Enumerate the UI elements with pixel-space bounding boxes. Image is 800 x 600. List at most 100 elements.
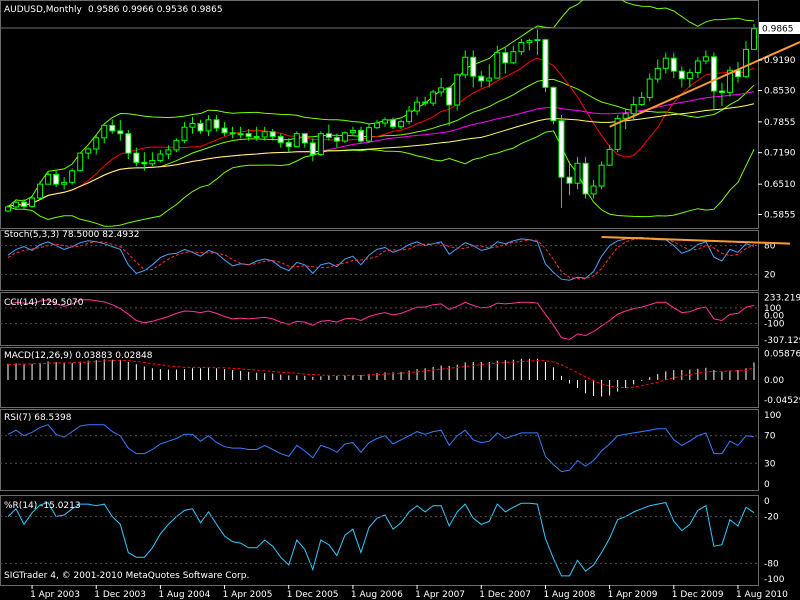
time-tick-label: 1 Dec 2005	[287, 590, 339, 600]
candle-body	[133, 152, 140, 163]
cci-line	[7, 299, 755, 340]
candle-body	[726, 69, 733, 93]
stoch-signal-line	[7, 237, 755, 280]
rsi-title: RSI(7) 68.5398	[4, 413, 72, 423]
indicator-panels: 8020233.21971000.00-100-307.1290.058760.…	[0, 235, 800, 585]
candle-body	[718, 90, 725, 93]
candle-body	[5, 206, 11, 212]
candle-body	[365, 127, 372, 142]
panel-frame-macd	[0, 347, 759, 408]
candle-body	[446, 87, 453, 106]
time-tick-label: 1 Aug 2004	[158, 590, 210, 600]
candle-body	[253, 135, 260, 138]
candle-body	[325, 133, 332, 138]
indicator-tick-label: 70	[764, 432, 776, 442]
rsi-line	[7, 424, 755, 473]
candle-body	[630, 104, 637, 115]
candle-body	[317, 133, 324, 156]
candle-body	[221, 127, 228, 134]
indicator-tick-label: -100	[764, 320, 785, 330]
candle-body	[606, 148, 613, 166]
moving-averages	[7, 57, 755, 208]
candle-body	[349, 129, 356, 134]
time-tick-label: 1 Dec 2007	[479, 590, 531, 600]
price-tick-label: 0.9190	[764, 56, 796, 66]
indicator-tick-label: -80	[764, 559, 779, 569]
symbol-label: AUDUSD,Monthly	[4, 5, 82, 15]
candle-body	[149, 160, 156, 165]
wpr-title: %R(14) -15.0213	[4, 501, 81, 511]
candle-body	[398, 121, 405, 128]
price-axis-ticks: 0.9190 0.8530 0.7855 0.7190 0.6510 0.5855	[758, 56, 796, 221]
stoch-title: Stoch(5,3,3) 78.5000 82.4932	[4, 230, 139, 240]
candle-body	[301, 133, 308, 144]
candle-body	[622, 113, 629, 119]
candle-body	[109, 124, 116, 132]
indicator-tick-label: 0	[764, 497, 770, 507]
candle-body	[422, 101, 429, 104]
candle-body	[614, 117, 621, 150]
indicator-tick-label: 0	[764, 480, 770, 490]
candle-body	[494, 52, 501, 79]
macd-title: MACD(12,26,9) 0.03883 0.02848	[4, 351, 153, 361]
candle-body	[478, 75, 485, 82]
candle-body	[510, 51, 517, 64]
candle-body	[229, 132, 236, 135]
indicator-tick-label: 0.00	[764, 376, 784, 386]
price-tick-label: 0.5855	[764, 211, 796, 221]
candle-body	[341, 132, 348, 142]
cci-title: CCI(14) 129.5070	[4, 298, 84, 308]
candle-body	[373, 122, 380, 129]
candle-body	[21, 201, 28, 207]
candle-body	[285, 141, 292, 148]
candle-body	[486, 77, 493, 82]
candle-body	[261, 131, 268, 138]
candle-body	[61, 181, 68, 185]
candle-body	[277, 135, 284, 143]
indicator-tick-label: 80	[764, 242, 776, 252]
candle-body	[293, 133, 300, 148]
candle-body	[678, 70, 685, 80]
time-tick-label: 1 Aug 2008	[543, 590, 595, 600]
candle-body	[189, 122, 196, 128]
candle-body	[526, 40, 533, 43]
candle-body	[590, 185, 597, 195]
current-price-label: 0.9865	[762, 25, 794, 35]
candle-body	[430, 91, 437, 104]
candle-body	[390, 119, 397, 128]
candle-body	[13, 201, 20, 208]
candle-body	[53, 173, 60, 185]
time-tick-label: 1 Apr 2007	[415, 590, 465, 600]
panel-frame-wpr	[0, 495, 759, 586]
candle-body	[558, 120, 565, 178]
candle-body	[181, 126, 188, 142]
candle-body	[638, 97, 645, 106]
ma-yellow-line	[7, 103, 755, 208]
bollinger-upper	[7, 0, 755, 208]
candle-body	[141, 161, 148, 165]
candlesticks	[5, 23, 757, 213]
candle-body	[125, 133, 132, 154]
ma-red-line	[7, 57, 755, 208]
indicator-tick-label: -0.04529	[764, 396, 800, 406]
panel-frame-stoch	[0, 230, 759, 291]
candle-body	[598, 164, 605, 187]
stoch-trendline	[601, 235, 791, 245]
indicator-tick-label: 0.00	[764, 312, 784, 322]
candle-body	[37, 183, 44, 199]
ohlc-label: 0.9586 0.9966 0.9536 0.9865	[88, 5, 223, 15]
candle-body	[462, 56, 469, 76]
price-tick-label: 0.7190	[764, 149, 796, 159]
candle-body	[309, 142, 316, 156]
indicator-tick-label: -307.129	[764, 336, 800, 346]
candle-body	[646, 78, 653, 99]
price-trendline	[609, 41, 800, 128]
candle-body	[406, 110, 413, 123]
candle-body	[173, 140, 180, 151]
trendlines	[609, 41, 800, 128]
candle-body	[414, 101, 421, 112]
candle-body	[165, 149, 172, 155]
candle-body	[117, 130, 124, 135]
time-tick-label: 1 Apr 2003	[30, 590, 80, 600]
